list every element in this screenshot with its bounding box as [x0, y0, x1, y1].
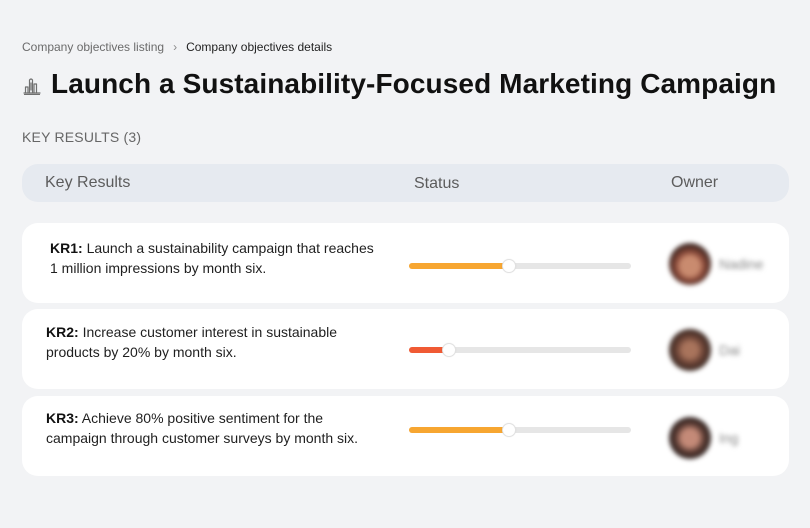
key-results-count-label: KEY RESULTS (3)	[22, 129, 142, 145]
owner-avatar	[669, 243, 711, 285]
key-result-description: KR1: Launch a sustainability campaign th…	[50, 238, 380, 278]
key-result-code: KR1:	[50, 240, 83, 256]
progress-bar[interactable]	[409, 259, 631, 273]
owner-name: Ing	[719, 430, 739, 446]
key-result-text: Launch a sustainability campaign that re…	[50, 240, 374, 276]
owner-avatar	[669, 329, 711, 371]
progress-handle[interactable]	[501, 259, 516, 273]
owner-name: Dai	[719, 342, 741, 358]
building-chart-icon	[22, 75, 42, 96]
progress-bar[interactable]	[409, 343, 631, 357]
progress-fill	[409, 427, 509, 433]
owner[interactable]: Nadine	[669, 243, 763, 285]
key-result-text: Achieve 80% positive sentiment for the c…	[46, 410, 359, 446]
title-row: Launch a Sustainability-Focused Marketin…	[22, 64, 776, 104]
column-header-status: Status	[414, 175, 460, 192]
key-result-description: KR2: Increase customer interest in susta…	[46, 322, 376, 362]
page-title: Launch a Sustainability-Focused Marketin…	[51, 68, 777, 99]
breadcrumb-current-page: Company objectives details	[186, 40, 333, 54]
column-header-key-results: Key Results	[45, 174, 131, 191]
progress-handle[interactable]	[501, 423, 516, 437]
key-result-code: KR2:	[46, 324, 79, 340]
key-result-text: Increase customer interest in sustainabl…	[46, 324, 338, 360]
table-header: Key Results Status Owner	[22, 164, 789, 202]
progress-handle[interactable]	[441, 343, 456, 357]
progress-bar[interactable]	[409, 423, 631, 437]
key-result-row[interactable]: KR2: Increase customer interest in susta…	[22, 309, 789, 389]
column-header-owner: Owner	[671, 174, 719, 191]
progress-fill	[409, 347, 449, 353]
owner-avatar	[669, 417, 711, 459]
breadcrumb-chevron-icon: ›	[173, 40, 178, 54]
owner[interactable]: Ing	[669, 417, 738, 459]
key-result-row[interactable]: KR3: Achieve 80% positive sentiment for …	[22, 396, 789, 476]
key-result-description: KR3: Achieve 80% positive sentiment for …	[46, 408, 376, 448]
breadcrumb: Company objectives listing › Company obj…	[22, 39, 332, 55]
owner[interactable]: Dai	[669, 329, 740, 371]
progress-fill	[409, 263, 509, 269]
owner-name: Nadine	[719, 256, 764, 272]
key-result-row[interactable]: KR1: Launch a sustainability campaign th…	[22, 223, 789, 303]
key-result-code: KR3:	[46, 410, 79, 426]
breadcrumb-objectives-listing-link[interactable]: Company objectives listing	[22, 40, 165, 54]
